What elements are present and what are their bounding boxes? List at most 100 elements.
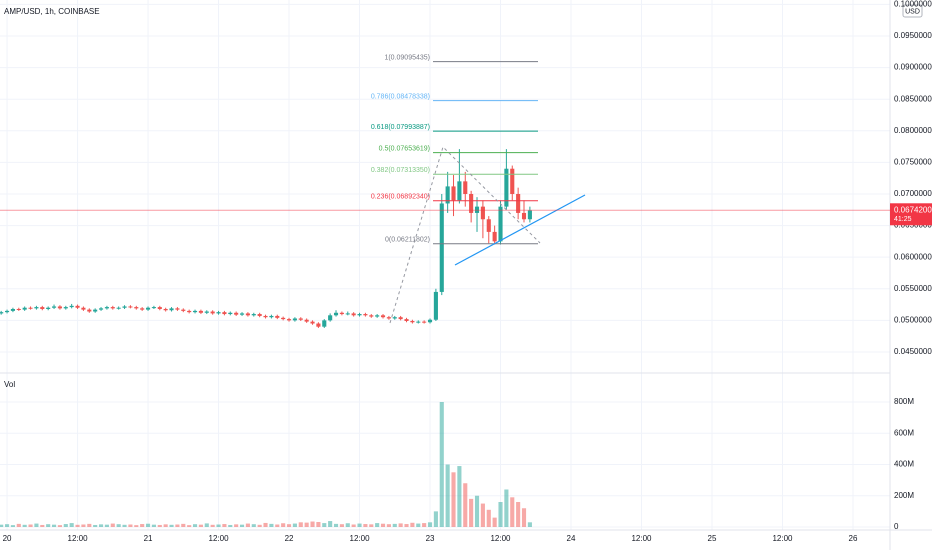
candle-body: [480, 206, 485, 220]
volume-bar: [486, 509, 491, 527]
candle-body: [463, 181, 468, 194]
volume-label: Vol: [4, 380, 15, 389]
candle-body: [104, 307, 109, 309]
candle-body: [474, 206, 480, 213]
candle-body: [516, 193, 521, 213]
currency-label: USD: [905, 8, 920, 15]
candle-body: [363, 314, 368, 316]
candle-body: [28, 307, 33, 309]
volume-bar: [333, 523, 339, 527]
volume-bar: [16, 523, 21, 527]
volume-bar: [451, 472, 456, 527]
candle-body: [251, 314, 256, 316]
candle-body: [93, 309, 98, 312]
candle-body: [222, 312, 227, 315]
candle-body: [386, 317, 391, 319]
volume-bar: [504, 489, 509, 527]
candle-body: [157, 307, 162, 309]
currency-badge[interactable]: [902, 4, 923, 18]
candle-body: [122, 306, 127, 308]
current-price-badge: [890, 203, 932, 226]
volume-bar: [4, 524, 10, 527]
volume-bar: [398, 523, 403, 527]
volume-bar: [298, 522, 303, 527]
volume-bar: [0, 524, 4, 527]
candle-body: [457, 181, 462, 201]
volume-bar: [457, 466, 462, 527]
candle-body: [298, 318, 303, 320]
marks: 1(0.09095435) 0.786(0.08478338) 0.618(0.07…: [0, 54, 538, 527]
candle-body: [145, 307, 151, 310]
volume-bar: [269, 523, 274, 527]
volume-tick-label: 600M: [894, 428, 914, 437]
volume-bar: [292, 523, 297, 527]
current-price-label: 0.06742000: [894, 205, 932, 214]
volume-bar: [81, 524, 86, 527]
candle-body: [51, 306, 57, 308]
volume-bar: [145, 523, 151, 527]
volume-bar: [175, 524, 180, 527]
candle-body: [404, 319, 409, 321]
candle-body: [228, 312, 233, 315]
trend-line: [454, 194, 586, 266]
x-tick-label: 12:00: [209, 534, 230, 543]
x-tick-label: 22: [285, 534, 294, 543]
volume-bar: [310, 521, 315, 527]
volume-bar: [363, 524, 368, 527]
candle-body: [134, 307, 139, 309]
volume-bar: [316, 522, 321, 527]
candle-body: [34, 307, 39, 309]
candle-body: [192, 310, 198, 313]
volume-bar: [445, 464, 450, 527]
volume-bar: [439, 402, 444, 527]
fib-level-label: 0.236(0.06892340): [371, 194, 430, 201]
volume-bar: [527, 522, 532, 527]
x-tick-label: 12:00: [631, 534, 652, 543]
volume-bar: [521, 508, 527, 527]
candle-body: [40, 307, 45, 309]
candle-body: [151, 307, 156, 309]
volume-bar: [263, 522, 268, 527]
candle-body: [198, 310, 203, 313]
countdown-label: 41:25: [894, 216, 912, 223]
candle-body: [333, 312, 339, 316]
volume-bar: [104, 524, 109, 527]
volume-bar: [181, 523, 186, 527]
volume-bar: [386, 524, 391, 527]
volume-bar: [351, 524, 356, 527]
volume-bar: [22, 524, 27, 527]
volume-bar: [286, 524, 292, 527]
volume-bar: [498, 502, 503, 527]
candle-body: [75, 305, 80, 308]
volume-bar: [192, 524, 198, 527]
volume-bar: [492, 517, 497, 527]
candle-body: [239, 313, 245, 315]
candle-body: [216, 312, 221, 314]
x-tick-label: 26: [849, 534, 858, 543]
candle-body: [187, 310, 192, 313]
volume-bar: [98, 524, 104, 527]
candle-body: [263, 315, 268, 318]
candle-body: [316, 323, 321, 327]
candle-body: [257, 314, 262, 316]
volume-bar: [93, 524, 98, 527]
candle-body: [380, 315, 386, 318]
volume-bar: [257, 524, 262, 527]
chart-title: AMP/USD, 1h, COINBASE: [4, 7, 100, 16]
candle-body: [281, 317, 286, 320]
candle-body: [375, 315, 380, 317]
candle-body: [451, 186, 456, 201]
candle-body: [140, 308, 145, 310]
x-tick-label: 12:00: [490, 534, 511, 543]
volume-bar: [187, 525, 192, 527]
volume-bar: [122, 524, 127, 527]
volume-tick-label: 800M: [894, 397, 914, 406]
candle-body: [422, 321, 427, 323]
